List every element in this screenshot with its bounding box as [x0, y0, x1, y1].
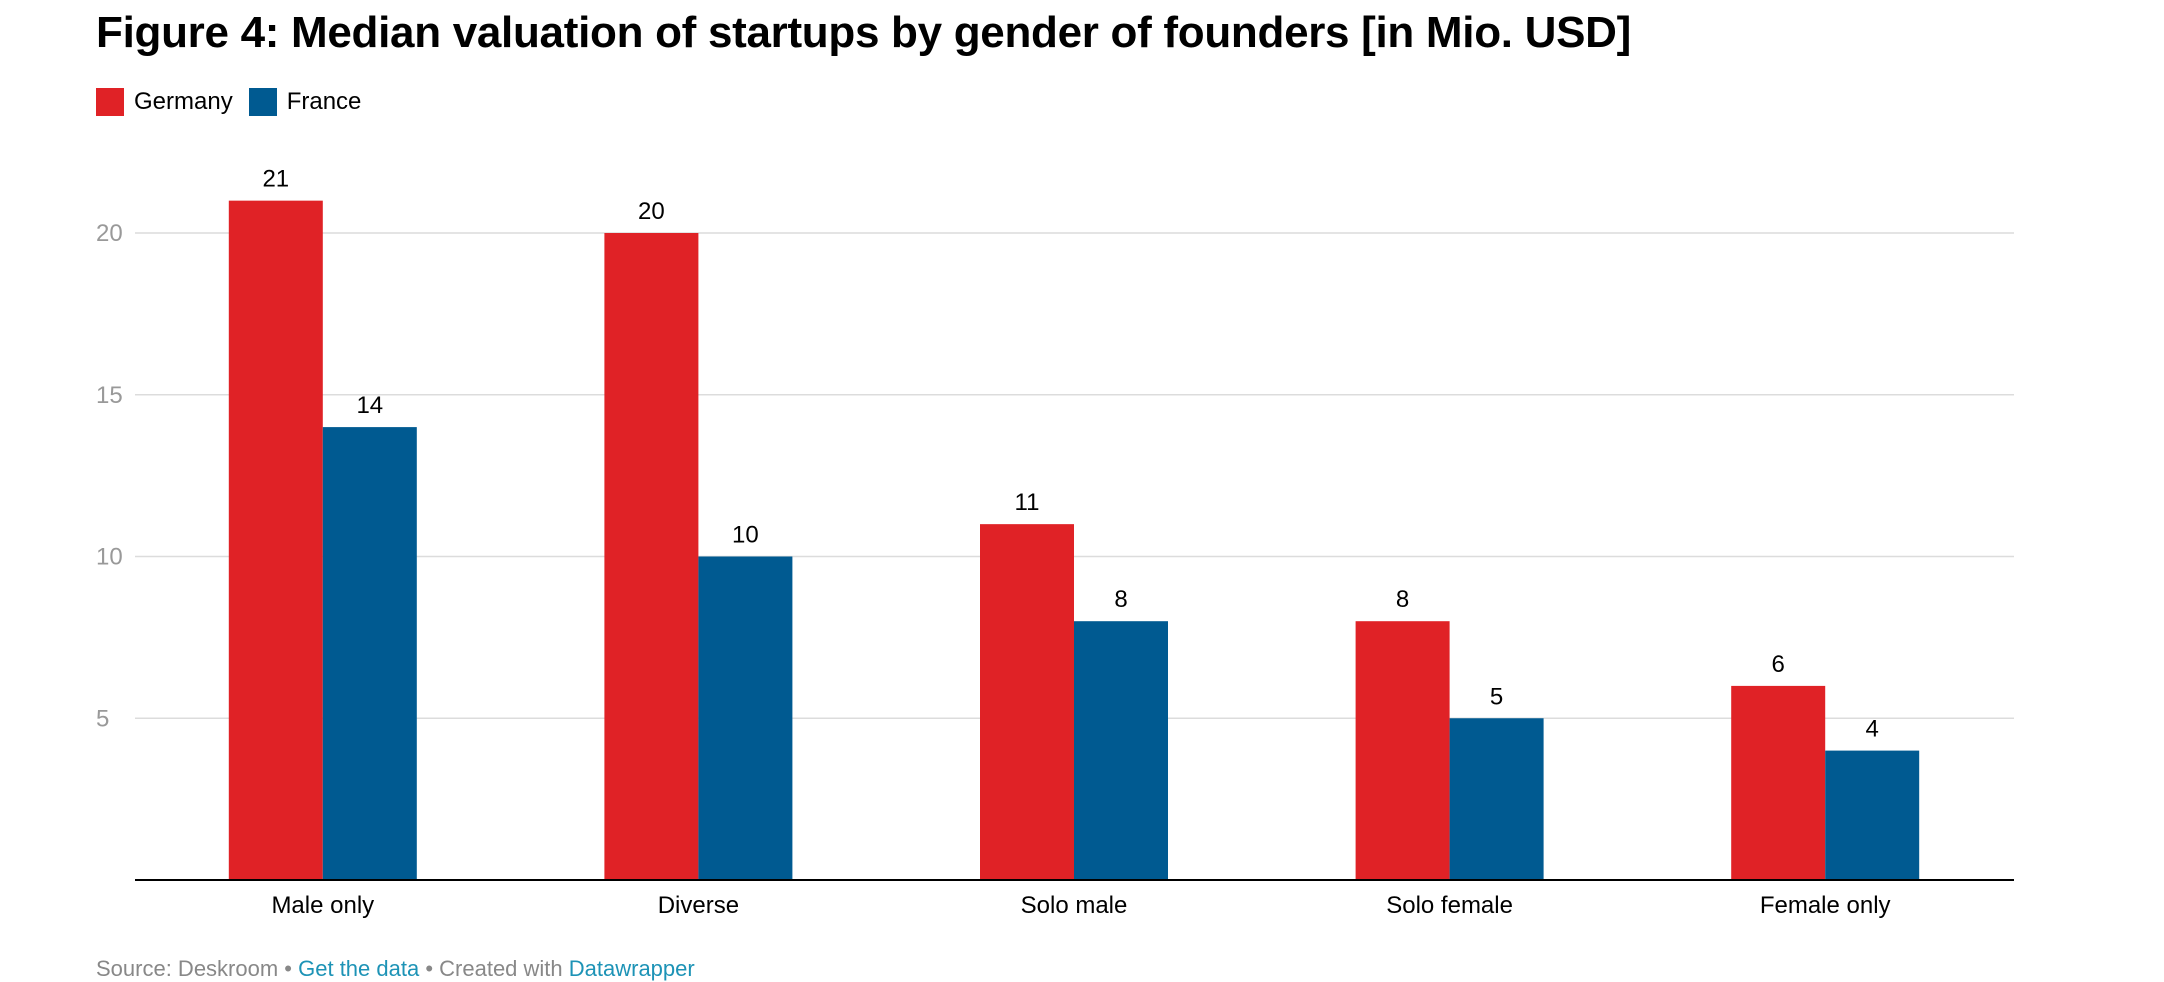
bar-france — [322, 427, 417, 880]
data-label: 5 — [1490, 683, 1503, 710]
bar-germany — [228, 200, 323, 880]
bar-chart: 5 10 15 20 21 14 Male only 20 10 Diverse 11 8 Solo m… — [96, 166, 2014, 919]
bar-france — [698, 556, 793, 880]
x-tick-label: Solo female — [1386, 892, 1513, 919]
data-label: 8 — [1396, 586, 1409, 613]
x-tick-label: Diverse — [658, 892, 739, 919]
data-label: 4 — [1866, 716, 1879, 743]
y-tick-label: 15 — [96, 382, 123, 409]
bar-germany — [604, 233, 699, 880]
chart-title: Figure 4: Median valuation of startups b… — [96, 8, 1631, 57]
x-tick-label: Solo male — [1021, 892, 1128, 919]
y-tick-label: 20 — [96, 220, 123, 247]
bar-france — [1449, 718, 1544, 880]
created-with-text: • Created with — [419, 956, 569, 981]
data-label: 8 — [1114, 586, 1127, 613]
footer-separator: • — [278, 956, 299, 981]
bar-france — [1825, 750, 1920, 880]
x-tick-label: Female only — [1760, 892, 1891, 919]
data-label: 21 — [262, 166, 289, 193]
legend-swatch-france — [248, 88, 277, 116]
bar-germany — [1355, 621, 1450, 880]
bar-germany — [1731, 685, 1826, 880]
y-tick-label: 5 — [96, 705, 109, 732]
data-label: 11 — [1015, 489, 1040, 516]
legend-swatch-germany — [96, 88, 124, 116]
legend-item-germany: Germany — [96, 88, 233, 116]
bar-germany — [980, 524, 1074, 880]
data-label: 10 — [732, 522, 759, 549]
bar-france — [1074, 621, 1168, 880]
x-tick-label: Male only — [271, 892, 374, 919]
datawrapper-link[interactable]: Datawrapper — [568, 956, 695, 981]
chart-legend: Germany France — [96, 87, 377, 117]
legend-item-france: France — [248, 88, 362, 116]
data-label: 6 — [1772, 651, 1785, 678]
source-text: Source: Deskroom — [96, 956, 279, 981]
chart-footer: Source: Deskroom • Get the data • Create… — [96, 956, 695, 982]
data-label: 14 — [356, 392, 383, 419]
legend-label-germany: Germany — [134, 88, 233, 115]
data-label: 20 — [638, 198, 665, 225]
legend-label-france: France — [286, 88, 362, 115]
get-the-data-link[interactable]: Get the data — [298, 956, 420, 981]
y-tick-label: 10 — [96, 544, 123, 571]
